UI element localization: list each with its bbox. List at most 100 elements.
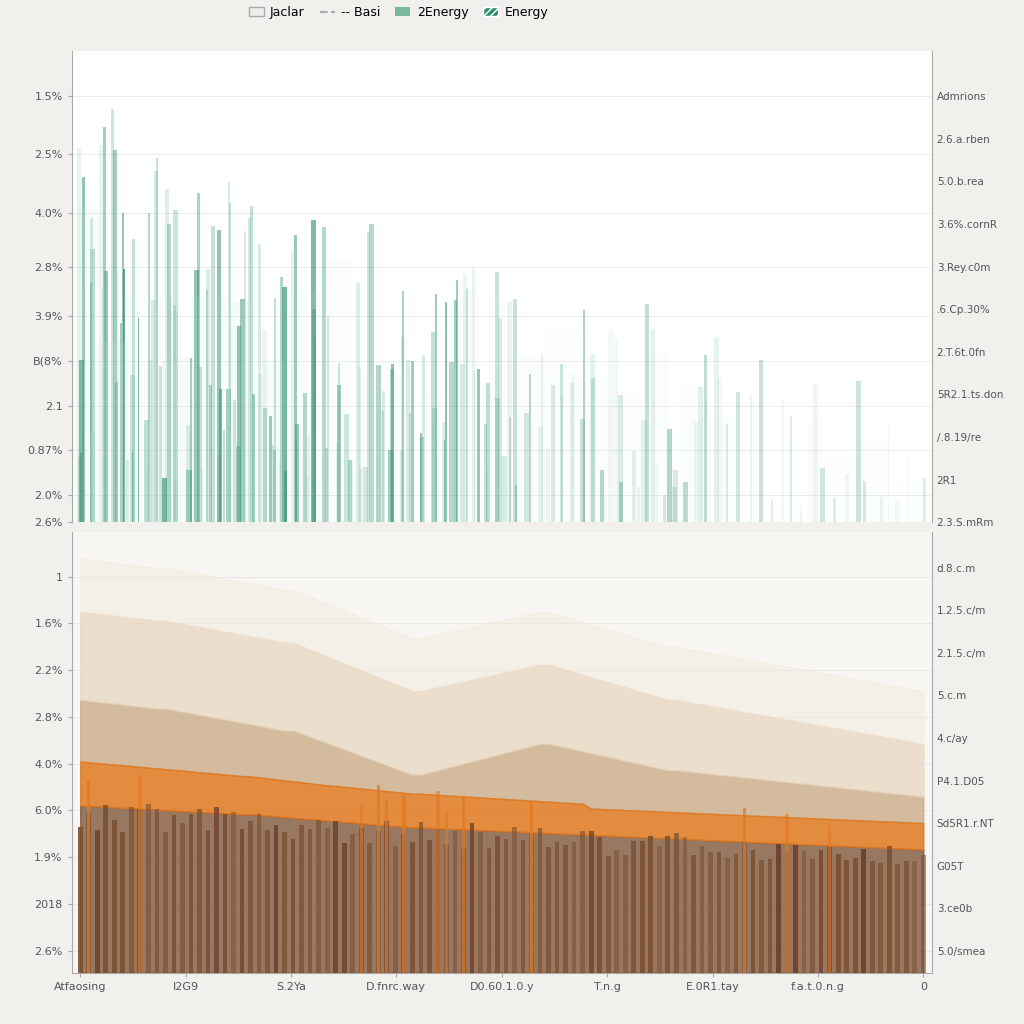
Bar: [82, 177, 85, 522]
Bar: [280, 276, 283, 522]
Bar: [515, 484, 517, 522]
Bar: [271, 445, 274, 522]
Bar: [512, 826, 517, 973]
Bar: [244, 231, 246, 522]
Bar: [449, 361, 454, 522]
Bar: [836, 854, 841, 973]
Bar: [359, 806, 362, 973]
Bar: [273, 825, 279, 973]
Bar: [667, 429, 672, 522]
Bar: [165, 189, 169, 522]
Bar: [845, 473, 849, 522]
Bar: [198, 194, 201, 522]
Bar: [219, 389, 222, 522]
Bar: [223, 430, 225, 522]
Bar: [100, 342, 128, 522]
Bar: [579, 380, 606, 522]
Bar: [316, 820, 321, 973]
Bar: [273, 451, 276, 522]
Bar: [390, 369, 393, 522]
Bar: [350, 834, 355, 973]
Bar: [344, 415, 349, 522]
Bar: [172, 210, 178, 522]
Bar: [633, 451, 636, 522]
Bar: [430, 332, 435, 522]
Bar: [211, 226, 215, 522]
Bar: [790, 416, 792, 522]
Bar: [924, 478, 927, 522]
Bar: [147, 213, 150, 522]
Bar: [466, 289, 468, 522]
Bar: [684, 495, 686, 522]
Bar: [217, 230, 220, 522]
Bar: [201, 468, 203, 522]
Bar: [741, 403, 762, 522]
Bar: [111, 109, 114, 522]
Bar: [147, 359, 152, 522]
Bar: [393, 846, 397, 973]
Bar: [828, 824, 831, 973]
Bar: [742, 808, 746, 973]
Bar: [368, 843, 372, 973]
Bar: [200, 367, 202, 522]
Bar: [580, 419, 585, 522]
Bar: [484, 424, 487, 522]
Bar: [742, 843, 746, 973]
Bar: [861, 442, 896, 522]
Bar: [750, 393, 752, 522]
Bar: [673, 470, 678, 522]
Bar: [651, 329, 654, 522]
Bar: [86, 813, 91, 973]
Bar: [156, 159, 159, 522]
Bar: [502, 456, 507, 522]
Bar: [717, 852, 721, 973]
Bar: [486, 848, 492, 973]
Bar: [90, 218, 92, 522]
Bar: [323, 227, 327, 522]
Bar: [472, 268, 475, 522]
Bar: [699, 846, 705, 973]
Bar: [833, 498, 836, 522]
Bar: [358, 368, 360, 522]
Bar: [551, 385, 555, 522]
Bar: [262, 330, 267, 522]
Bar: [641, 420, 647, 522]
Bar: [600, 470, 604, 522]
Bar: [258, 374, 262, 522]
Bar: [226, 389, 230, 522]
Bar: [410, 413, 412, 522]
Bar: [759, 860, 764, 973]
Bar: [313, 337, 316, 522]
Bar: [169, 295, 172, 522]
Bar: [879, 863, 883, 973]
Bar: [538, 427, 543, 522]
Bar: [606, 397, 642, 522]
Bar: [128, 297, 165, 522]
Bar: [546, 847, 551, 973]
Bar: [77, 147, 82, 522]
Bar: [703, 355, 708, 522]
Bar: [299, 825, 304, 973]
Bar: [308, 829, 312, 973]
Bar: [509, 417, 511, 522]
Bar: [666, 836, 670, 973]
Bar: [123, 268, 125, 522]
Bar: [121, 831, 125, 973]
Bar: [188, 814, 194, 973]
Bar: [359, 469, 362, 522]
Bar: [90, 432, 95, 522]
Bar: [819, 850, 823, 973]
Bar: [462, 797, 465, 973]
Bar: [794, 846, 798, 973]
Bar: [78, 827, 83, 973]
Bar: [904, 861, 908, 973]
Bar: [679, 383, 696, 522]
Bar: [784, 852, 790, 973]
Bar: [411, 361, 414, 522]
Bar: [674, 833, 679, 973]
Bar: [326, 449, 328, 522]
Bar: [441, 422, 444, 522]
Bar: [167, 223, 171, 522]
Bar: [555, 843, 559, 973]
Bar: [137, 318, 139, 522]
